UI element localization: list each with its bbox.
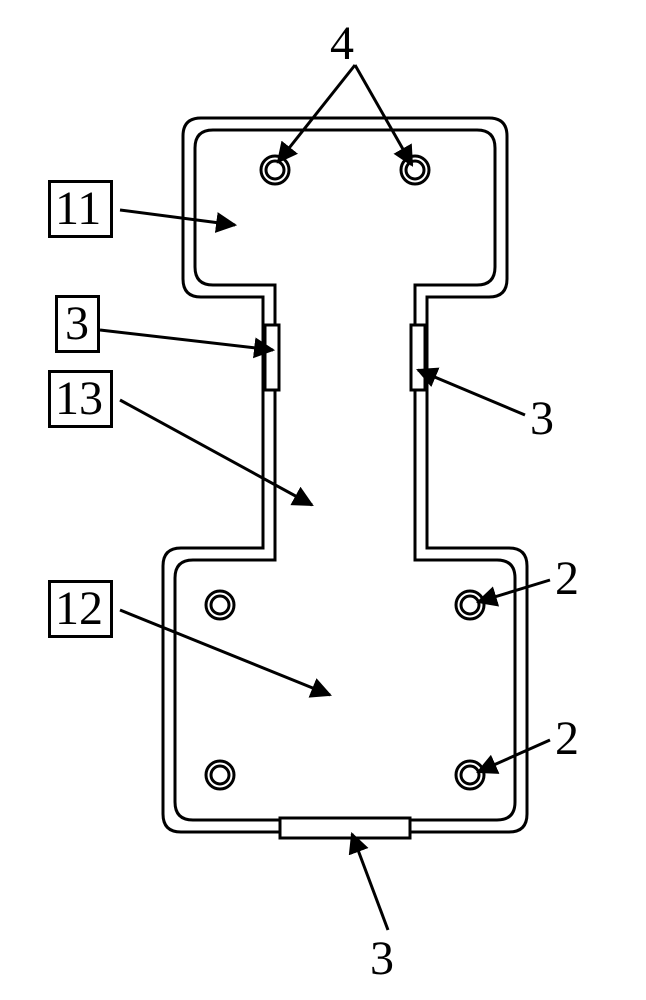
leader-9 (352, 834, 388, 930)
label-11: 11 (55, 185, 101, 233)
label-3a: 3 (65, 300, 89, 348)
tab-right (411, 325, 425, 390)
label-2a: 2 (555, 555, 579, 603)
leader-3 (100, 330, 273, 350)
label-3b: 3 (530, 395, 554, 443)
label-2b: 2 (555, 715, 579, 763)
label-4: 4 (330, 20, 354, 68)
label-13: 13 (55, 375, 103, 423)
tab-left (265, 325, 279, 390)
label-3c: 3 (370, 935, 394, 983)
part-outline-inner (175, 130, 515, 820)
leader-5 (418, 370, 525, 415)
tab-bottom (280, 818, 410, 838)
label-12: 12 (55, 585, 103, 633)
